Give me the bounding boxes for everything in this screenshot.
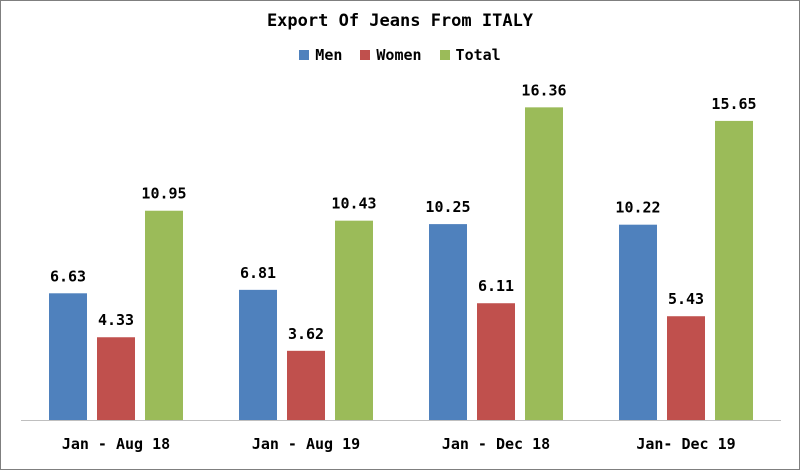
bar-total-1 [335,220,373,420]
legend-item-women: Women [360,46,422,64]
legend-swatch-total [439,50,450,60]
data-label-men-0: 6.63 [50,267,86,285]
category-label-2: Jan - Dec 18 [442,435,550,453]
category-label-1: Jan - Aug 19 [252,435,360,453]
bar-women-1 [287,350,325,420]
legend-label-women: Women [376,46,422,64]
data-label-men-3: 10.22 [615,199,660,217]
chart-title: Export Of Jeans From ITALY [266,11,534,31]
data-label-women-1: 3.62 [288,325,324,343]
chart-legend: Men Women Total [1,46,799,64]
data-label-men-2: 10.25 [425,198,470,216]
bar-women-0 [97,337,135,420]
bar-men-2 [429,224,467,420]
bar-women-2 [477,303,515,420]
legend-swatch-men [299,50,310,60]
data-label-men-1: 6.81 [240,264,276,282]
category-label-3: Jan- Dec 19 [636,435,735,453]
bar-women-3 [667,316,705,420]
category-label-0: Jan - Aug 18 [62,435,170,453]
data-label-total-0: 10.95 [141,185,186,203]
data-label-women-3: 5.43 [668,290,704,308]
bar-men-0 [49,293,87,420]
bar-total-3 [715,120,753,421]
bar-total-2 [525,107,563,420]
data-label-women-2: 6.11 [478,277,514,295]
legend-swatch-women [360,50,371,60]
legend-label-total: Total [455,46,501,64]
data-label-women-0: 4.33 [98,311,134,329]
legend-item-men: Men [299,46,342,64]
bar-men-1 [239,289,277,420]
bar-total-0 [145,210,183,420]
data-label-total-3: 15.65 [711,95,756,113]
data-label-total-2: 16.36 [521,81,566,99]
legend-item-total: Total [439,46,501,64]
bar-men-3 [619,224,657,420]
data-label-total-1: 10.43 [331,195,376,213]
legend-label-men: Men [315,46,343,64]
